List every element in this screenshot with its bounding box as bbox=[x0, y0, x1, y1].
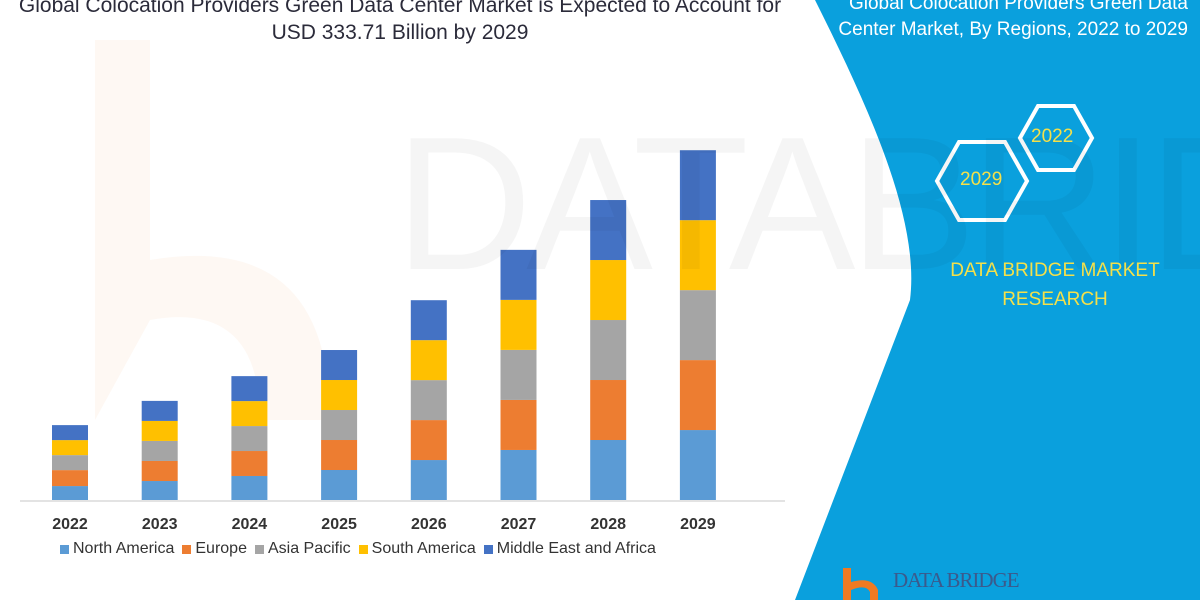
bar-2027-south-america bbox=[500, 299, 537, 350]
legend-item: South America bbox=[358, 540, 476, 558]
bar-2029-middle-east-and-africa bbox=[679, 150, 716, 221]
bar-2023-middle-east-and-africa bbox=[141, 400, 178, 421]
bar-2026-middle-east-and-africa bbox=[410, 300, 447, 341]
legend-label: South America bbox=[371, 540, 476, 557]
bar-2023-south-america bbox=[141, 420, 178, 441]
bar-2025-middle-east-and-africa bbox=[321, 350, 358, 381]
x-tick-label: 2029 bbox=[680, 516, 716, 533]
chart-title: Global Colocation Providers Green Data C… bbox=[18, 0, 782, 44]
bar-2026-north-america bbox=[410, 460, 447, 500]
legend-swatch bbox=[254, 544, 264, 554]
legend-label: North America bbox=[73, 540, 175, 557]
hex-2022 bbox=[1017, 104, 1095, 172]
legend-label: Middle East and Africa bbox=[496, 540, 656, 557]
watermark-logo-shape bbox=[95, 40, 330, 420]
bar-2027-asia-pacific bbox=[500, 349, 537, 400]
bar-2022-middle-east-and-africa bbox=[52, 425, 88, 441]
bar-2027-middle-east-and-africa bbox=[500, 249, 537, 300]
legend-item: Europe bbox=[182, 540, 247, 558]
bar-2024-middle-east-and-africa bbox=[231, 376, 268, 402]
bar-2028-north-america bbox=[590, 440, 627, 500]
bar-2025-europe bbox=[321, 440, 358, 471]
side-panel bbox=[795, 0, 1200, 600]
bar-2029-europe bbox=[679, 360, 716, 431]
x-tick-label: 2027 bbox=[500, 516, 537, 533]
hex-label-2029: 2029 bbox=[960, 169, 1003, 190]
bar-2028-asia-pacific bbox=[590, 320, 627, 381]
side-panel-title: Global Colocation Providers Green Data C… bbox=[838, 0, 1188, 40]
bar-2022-north-america bbox=[52, 486, 88, 500]
bar-2025-asia-pacific bbox=[321, 410, 358, 441]
bar-2024-north-america bbox=[231, 475, 268, 500]
bar-2027-europe bbox=[500, 399, 537, 450]
bar-2023-north-america bbox=[141, 481, 178, 500]
bar-2024-europe bbox=[231, 451, 268, 476]
bar-2025-south-america bbox=[321, 380, 358, 411]
bar-2024-south-america bbox=[231, 401, 268, 427]
bar-2026-south-america bbox=[410, 340, 447, 381]
bar-2029-south-america bbox=[679, 220, 716, 291]
bar-2029-asia-pacific bbox=[679, 290, 716, 361]
x-tick-label: 2024 bbox=[231, 516, 268, 533]
legend-label: Asia Pacific bbox=[267, 540, 351, 557]
hex-label-2022: 2022 bbox=[1031, 126, 1074, 147]
bars bbox=[52, 150, 716, 500]
logo-b-icon bbox=[843, 568, 878, 600]
bar-2029-north-america bbox=[679, 430, 716, 500]
legend-item: Middle East and Africa bbox=[483, 540, 656, 558]
hex-2029 bbox=[934, 140, 1030, 222]
brand-text: DATA BRIDGE MARKET RESEARCH bbox=[950, 260, 1160, 310]
logo-text: DATA BRIDGE bbox=[893, 568, 1020, 592]
bar-2022-asia-pacific bbox=[52, 455, 88, 471]
bar-2022-europe bbox=[52, 470, 88, 487]
x-tick-label: 2026 bbox=[411, 516, 447, 533]
x-tick-label: 2025 bbox=[321, 516, 357, 533]
legend-label: Europe bbox=[195, 540, 247, 557]
bar-2023-asia-pacific bbox=[141, 440, 178, 461]
bar-2025-north-america bbox=[321, 470, 358, 500]
bar-2027-north-america bbox=[500, 449, 537, 500]
bar-2022-south-america bbox=[52, 440, 88, 456]
legend-item: Asia Pacific bbox=[254, 540, 351, 558]
x-tick-label: 2022 bbox=[52, 516, 88, 533]
bar-2028-south-america bbox=[590, 260, 627, 321]
bar-2026-europe bbox=[410, 420, 447, 461]
bar-2028-europe bbox=[590, 380, 627, 441]
x-tick-label: 2023 bbox=[141, 516, 178, 533]
legend-item: North America bbox=[60, 540, 174, 558]
legend-swatch bbox=[60, 544, 69, 554]
bar-2028-middle-east-and-africa bbox=[590, 200, 627, 261]
bar-2026-asia-pacific bbox=[410, 380, 447, 421]
legend: North America Europe Asia Pacific South Ame… bbox=[60, 540, 656, 558]
legend-swatch bbox=[182, 544, 192, 554]
x-tick-label: 2028 bbox=[590, 516, 626, 533]
legend-swatch bbox=[483, 544, 493, 554]
bar-2023-europe bbox=[141, 460, 178, 482]
bar-2024-asia-pacific bbox=[231, 426, 268, 452]
legend-swatch bbox=[358, 544, 368, 554]
